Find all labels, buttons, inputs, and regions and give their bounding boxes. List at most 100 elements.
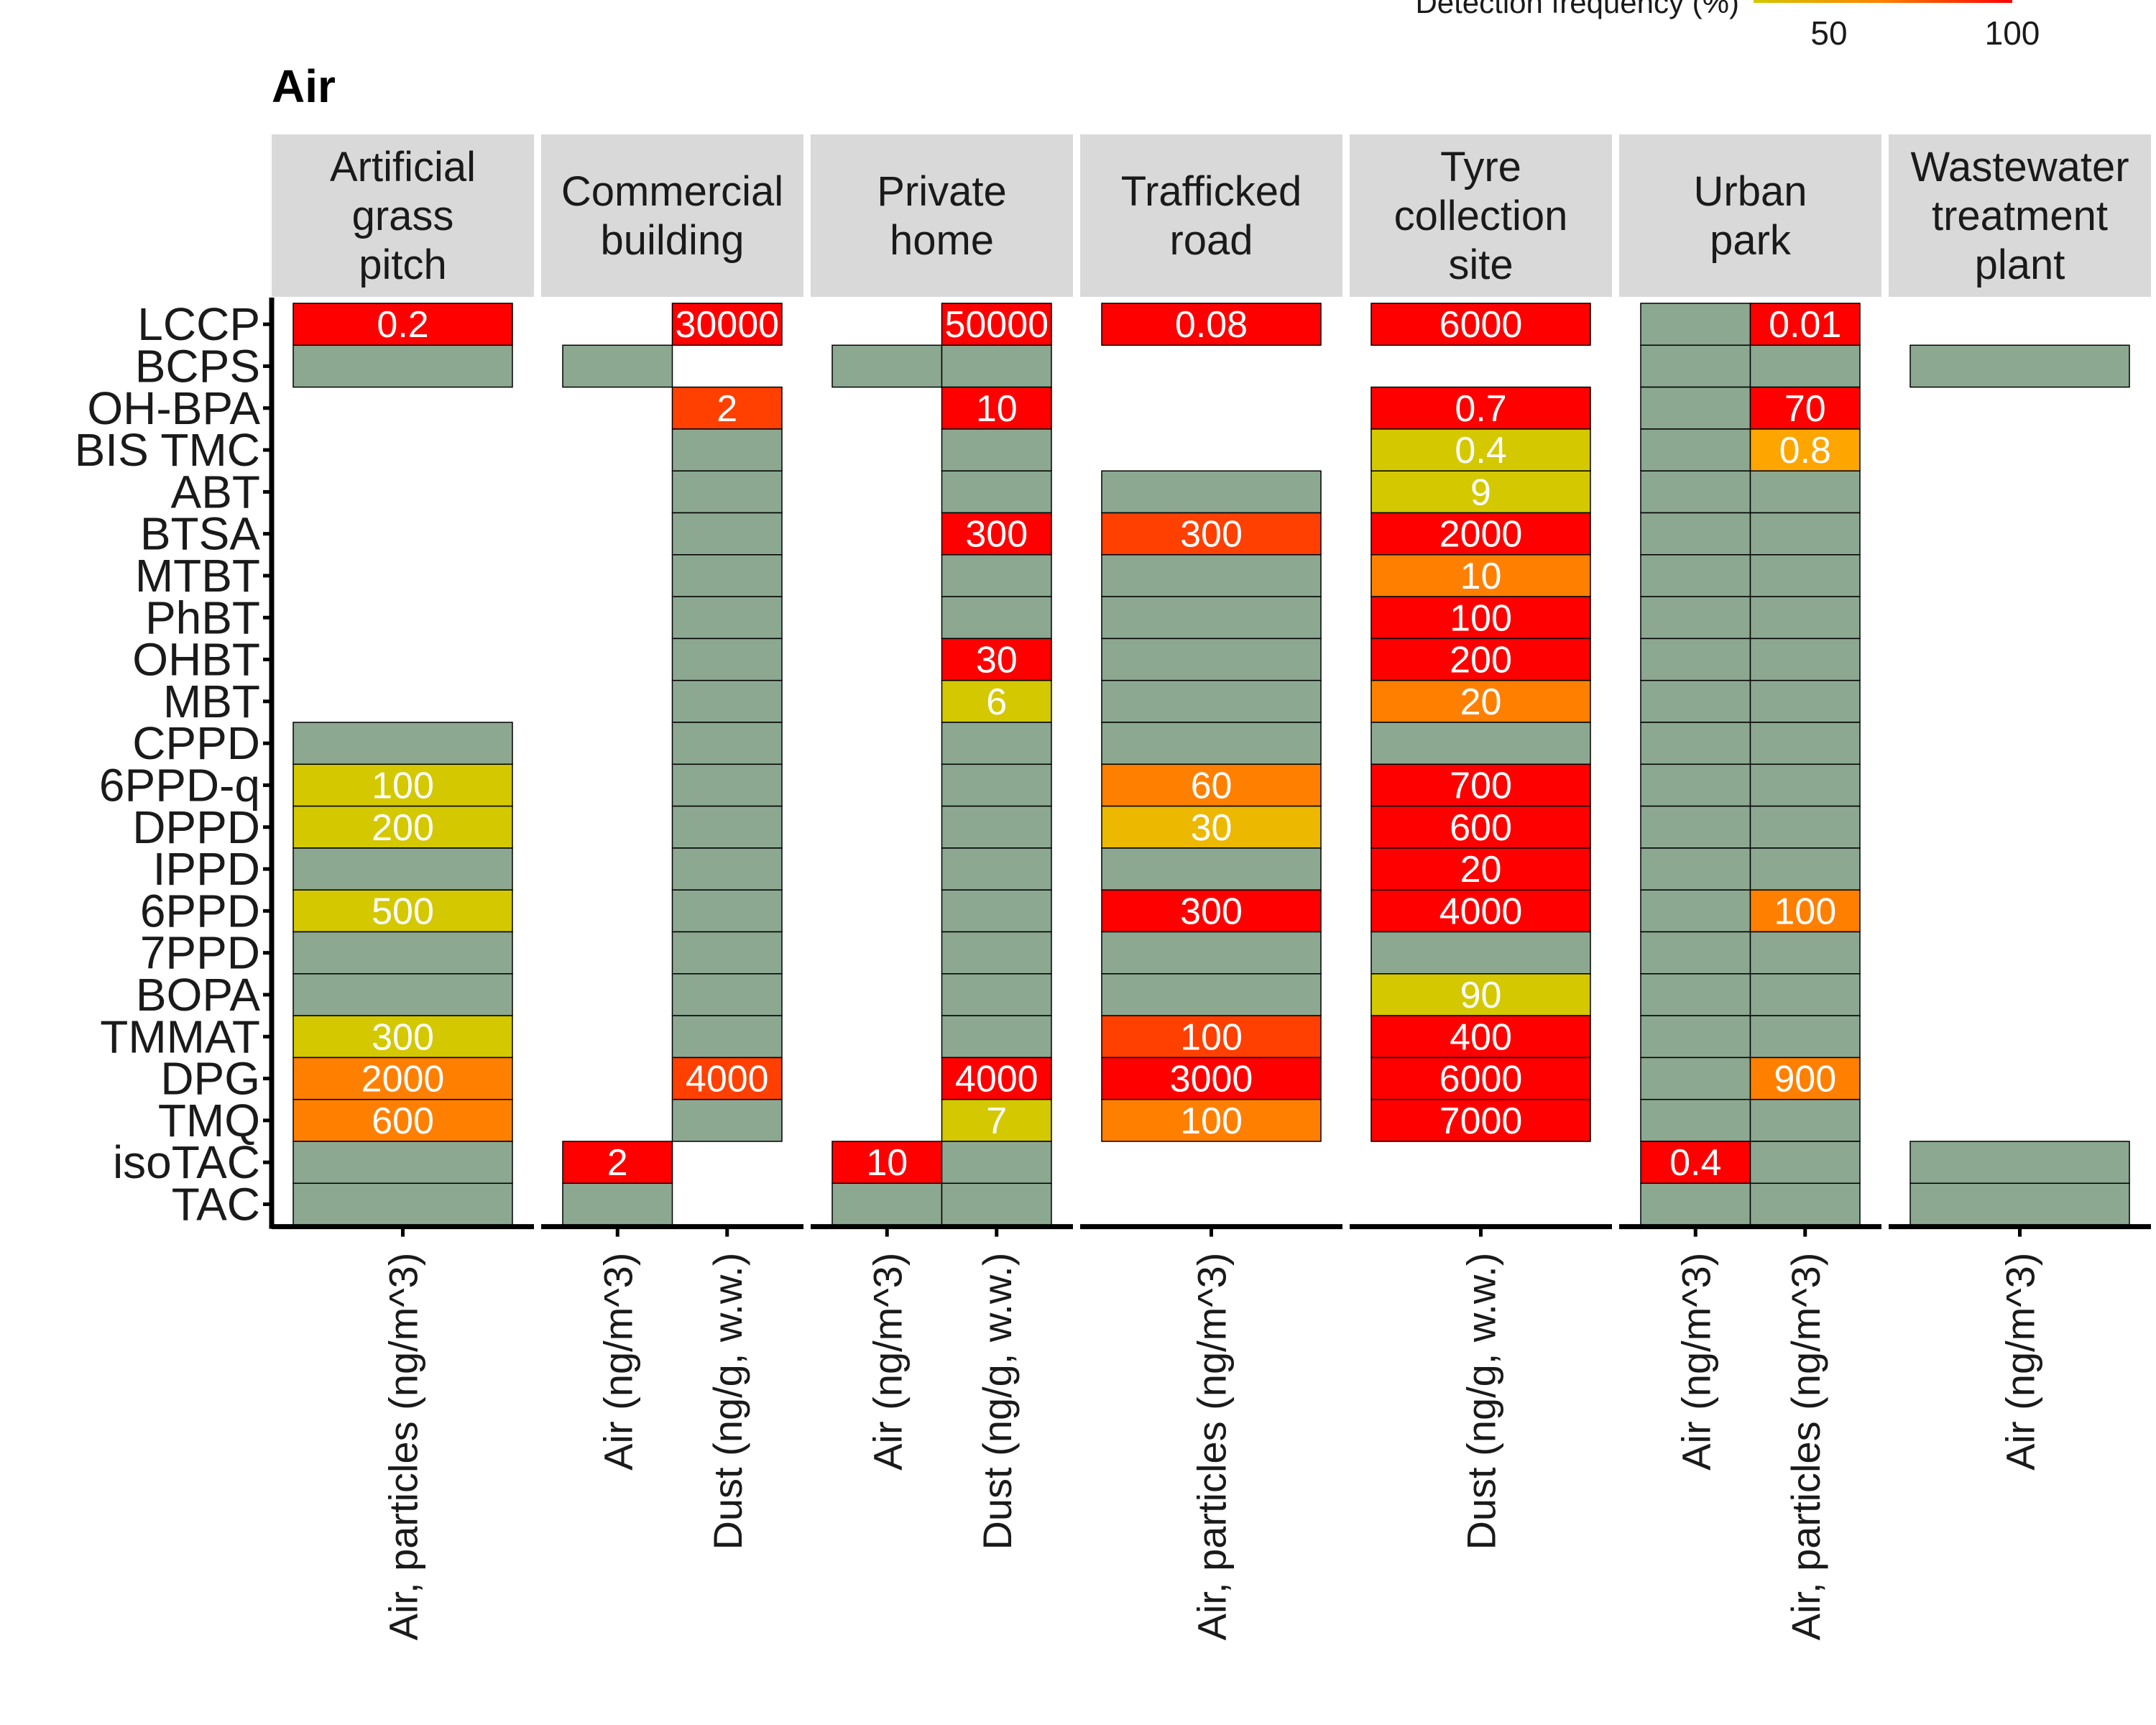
- heatmap-cell: [941, 638, 1052, 681]
- heatmap-cell: [1749, 931, 1861, 975]
- heatmap-cell: [1749, 596, 1861, 640]
- heatmap-cell: [1101, 805, 1322, 849]
- y-tick-label: ABT: [171, 466, 260, 518]
- panel: Tyrecollectionsite60000.70.4920001010020…: [1350, 134, 1612, 1550]
- heatmap-cell: [941, 889, 1052, 933]
- heatmap-cell: [1101, 1098, 1322, 1142]
- heatmap-cell: [292, 973, 513, 1016]
- heatmap-cell: [1101, 596, 1322, 640]
- y-tick-label: DPG: [160, 1053, 260, 1105]
- panel-strip-label: Tyre: [1440, 144, 1521, 190]
- cell-value-label: 2000: [1439, 514, 1523, 556]
- heatmap-cell: [1370, 931, 1591, 975]
- heatmap-cell: [1749, 973, 1861, 1016]
- heatmap-cell: [1370, 1015, 1591, 1059]
- cell-value-label: 300: [965, 514, 1028, 556]
- panel-strip-label: pitch: [359, 242, 447, 288]
- cell-value-label: 100: [372, 765, 434, 806]
- heatmap-cell: [1640, 722, 1751, 765]
- heatmap-cell: [941, 805, 1052, 849]
- x-tick-label: Dust (ng/g, w.w.): [975, 1253, 1020, 1550]
- heatmap-cell: [1101, 847, 1322, 891]
- cell-value-label: 6: [986, 681, 1007, 723]
- cell-value-label: 0.7: [1455, 388, 1506, 430]
- heatmap-cell: [1640, 763, 1751, 807]
- panel-strip: [541, 134, 803, 297]
- heatmap-cell: [1749, 1141, 1861, 1184]
- heatmap-cell: [1749, 763, 1861, 807]
- heatmap-cell: [292, 722, 513, 765]
- cell-value-label: 90: [1460, 975, 1502, 1016]
- panel-strip-label: plant: [1975, 242, 2065, 288]
- heatmap-cell: [1749, 1057, 1861, 1100]
- heatmap-cell: [671, 303, 783, 346]
- heatmap-cell: [1749, 470, 1861, 514]
- panel-strip-label: Commercial: [561, 168, 783, 215]
- legend-colorbar: [1754, 0, 2012, 3]
- y-tick-label: BIS TMC: [75, 424, 260, 476]
- heatmap-cell: [941, 428, 1052, 472]
- heatmap-cell: [941, 303, 1052, 346]
- heatmap-cell: [1370, 512, 1591, 556]
- heatmap-cell: [1370, 303, 1591, 346]
- x-tick-label: Air, particles (ng/m^3): [1189, 1253, 1235, 1641]
- cell-value-label: 600: [372, 1100, 434, 1142]
- heatmap-cell: [831, 344, 943, 388]
- cell-value-label: 100: [1180, 1100, 1243, 1142]
- x-tick-label: Air (ng/m^3): [865, 1253, 910, 1471]
- heatmap-cell: [1370, 1057, 1591, 1100]
- cell-value-label: 700: [1450, 765, 1512, 806]
- cell-value-label: 30: [976, 640, 1018, 681]
- heatmap-cell: [292, 763, 513, 807]
- panel-strip: [1889, 134, 2151, 297]
- heatmap-cell: [1370, 889, 1591, 933]
- cell-value-label: 7: [986, 1100, 1007, 1142]
- heatmap-cell: [941, 1182, 1052, 1226]
- heatmap-cell: [671, 638, 783, 681]
- heatmap-cell: [941, 973, 1052, 1016]
- panel-strip-label: Trafficked: [1121, 168, 1302, 215]
- cell-value-label: 2: [607, 1142, 628, 1184]
- y-tick-label: BTSA: [140, 508, 260, 560]
- y-tick-label: isoTAC: [113, 1136, 260, 1188]
- heatmap-cell: [1370, 554, 1591, 597]
- heatmap-cell: [1370, 679, 1591, 723]
- heatmap-cell: [1370, 386, 1591, 430]
- panel-strip-label: Artificial: [330, 144, 476, 190]
- heatmap-cell: [941, 1057, 1052, 1100]
- y-tick-label: 6PPD-q: [99, 759, 260, 811]
- y-tick-label: BCPS: [135, 340, 260, 392]
- heatmap-cell: [1101, 889, 1322, 933]
- heatmap-cell: [1370, 847, 1591, 891]
- heatmap-cell: [671, 554, 783, 597]
- panel-strip: [1080, 134, 1342, 297]
- heatmap-cell: [292, 344, 513, 388]
- y-tick-label: OH-BPA: [87, 382, 260, 434]
- heatmap-cell: [1749, 722, 1861, 765]
- chart-title: Air: [272, 60, 336, 112]
- cell-value-label: 20: [1460, 681, 1502, 723]
- cell-value-label: 7000: [1439, 1100, 1523, 1142]
- heatmap-cell: [1640, 596, 1751, 640]
- heatmap-cell: [1640, 554, 1751, 597]
- heatmap-cell: [1370, 805, 1591, 849]
- cell-value-label: 30000: [675, 304, 779, 346]
- cell-value-label: 30: [1191, 807, 1233, 849]
- heatmap-cell: [1101, 470, 1322, 514]
- panel-strip-label: building: [601, 217, 745, 264]
- panel-strip-label: home: [890, 217, 994, 264]
- heatmap-cell: [941, 470, 1052, 514]
- panels: Artificialgrasspitch0.210020050030020006…: [272, 134, 2151, 1640]
- heatmap-cell: [1640, 428, 1751, 472]
- heatmap-cell: [671, 805, 783, 849]
- panel-strip-label: collection: [1394, 193, 1568, 239]
- panel-strip-label: Wastewater: [1910, 144, 2129, 190]
- legend-tick-label: 100: [1985, 14, 2040, 52]
- heatmap-cell: [671, 889, 783, 933]
- heatmap-cell: [562, 344, 673, 388]
- y-tick-label: MTBT: [135, 550, 260, 602]
